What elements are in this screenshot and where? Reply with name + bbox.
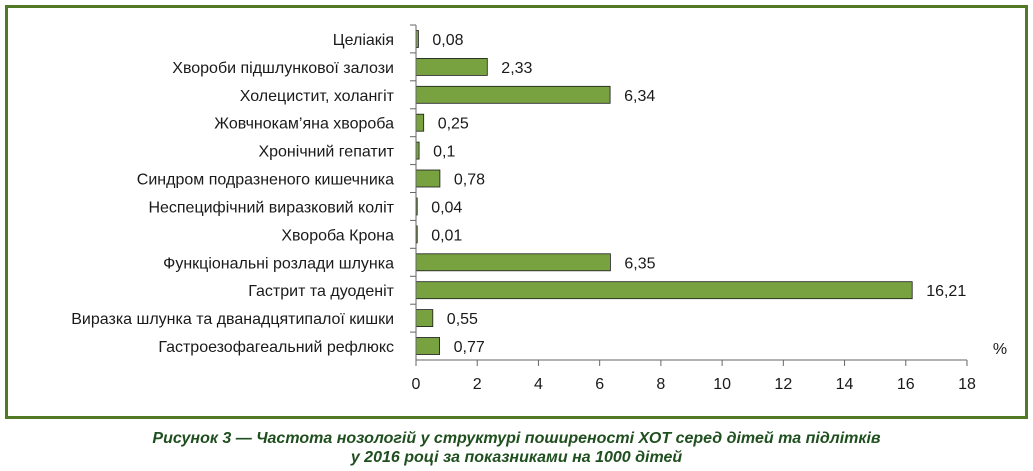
data-label: 0,08 (432, 32, 463, 49)
unit-label: % (993, 341, 1007, 358)
category-label: Хвороби підшлункової залози (172, 60, 394, 77)
bar (415, 58, 488, 76)
bar (415, 253, 611, 272)
category-label: Гастроезофагеальний рефлюкс (158, 339, 394, 356)
bar (415, 85, 611, 104)
data-label: 0,25 (438, 116, 469, 133)
x-tick-label: 2 (473, 376, 482, 393)
x-tick-label: 6 (595, 376, 604, 393)
category-label: Гастрит та дуоденіт (248, 283, 394, 300)
data-label: 6,34 (624, 88, 655, 105)
figure-caption-line-2: у 2016 році за показниками на 1000 дітей (350, 449, 683, 466)
bar (415, 337, 441, 355)
data-label: 6,35 (624, 255, 655, 272)
bar (415, 309, 434, 328)
data-label: 0,78 (454, 172, 485, 189)
category-label: Неспецифічний виразковий коліт (148, 200, 394, 217)
x-tick-label: 16 (897, 376, 915, 393)
bars-layer (415, 30, 913, 355)
x-tick-label: 8 (656, 376, 665, 393)
x-tick-label: 18 (958, 376, 976, 393)
axis-layer: 0 2 4 6 8 10 12 14 16 18 (410, 24, 976, 393)
chart-frame (5, 5, 1028, 419)
x-tick-label: 0 (412, 376, 421, 393)
data-label: 0,01 (431, 227, 462, 244)
category-label: Жовчнокам’яна хвороба (214, 116, 394, 133)
x-tick-label: 10 (713, 376, 731, 393)
category-label: Функціональні розлади шлунка (163, 255, 394, 272)
category-label: Синдром подразненого кишечника (137, 172, 394, 189)
category-label: Холецистит, холангіт (240, 88, 395, 105)
x-tick-label: 12 (774, 376, 792, 393)
bar (415, 169, 441, 188)
figure-caption-line-1: Рисунок 3 — Частота нозологій у структур… (152, 430, 881, 447)
bar-chart: Целіакія 0,08 Хвороби підшлункової залози 2… (71, 24, 1007, 393)
category-label: Целіакія (333, 32, 394, 49)
category-label: Хвороба Крона (281, 227, 394, 244)
bar (415, 113, 425, 132)
data-label: 0,1 (433, 144, 455, 161)
bar (415, 281, 913, 300)
data-label: 0,77 (454, 339, 485, 356)
category-label: Виразка шлунка та дванадцятипалої кишки (71, 311, 394, 328)
data-label: 16,21 (926, 283, 966, 300)
x-tick-label: 4 (534, 376, 543, 393)
x-tick-label: 14 (836, 376, 854, 393)
category-label: Хронічний гепатит (258, 144, 394, 161)
data-label: 0,04 (431, 200, 462, 217)
labels-layer: Целіакія 0,08 Хвороби підшлункової залози 2… (71, 32, 966, 356)
data-label: 0,55 (447, 311, 478, 328)
data-label: 2,33 (501, 60, 532, 77)
